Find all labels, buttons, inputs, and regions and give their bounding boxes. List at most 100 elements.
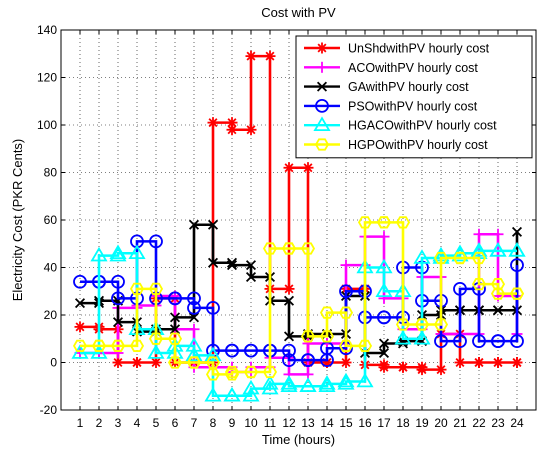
data-point [264,50,276,62]
data-point [223,386,241,402]
data-point [511,357,523,368]
data-point [185,346,203,362]
data-point [300,242,316,255]
data-point [471,278,487,291]
data-point [377,310,391,325]
y-tick-label: 60 [44,213,58,227]
data-point [337,375,355,390]
data-point [357,339,373,352]
data-point [73,274,87,289]
data-point [169,324,181,335]
data-point [109,244,127,260]
data-point [375,282,393,298]
x-tick-label: 12 [282,416,296,430]
legend-marker [316,61,328,73]
x-tick-label: 17 [377,416,391,430]
data-point [283,283,295,295]
x-axis-label: Time (hours) [262,432,335,447]
data-point [167,356,183,369]
y-tick-label: 140 [37,23,57,37]
data-point [300,330,316,343]
data-point [261,379,279,395]
data-point [511,226,523,237]
data-point [245,50,257,62]
data-point [453,334,467,349]
data-point [340,357,352,368]
data-point [453,281,467,296]
x-tick-label: 1 [77,416,84,430]
x-tick-label: 21 [453,416,467,430]
data-point [168,291,182,306]
data-point [128,244,146,260]
data-point [473,228,485,240]
legend-item: UnShdwithPV hourly cost [304,42,490,56]
data-point [204,346,222,362]
y-tick-label: 40 [44,261,58,275]
data-point [375,258,393,274]
data-point [302,162,314,174]
data-point [378,292,390,304]
legend-marker [316,42,328,54]
data-point [280,375,298,390]
chart-title: Cost with PV [261,5,336,20]
data-point [470,242,488,257]
legend-marker [314,138,330,151]
x-tick-label: 23 [491,416,505,430]
data-point [489,242,507,257]
data-point [318,377,336,393]
data-point [243,365,259,379]
data-point [205,368,221,381]
series-line [80,221,517,376]
data-point [245,260,257,271]
data-point [378,231,390,243]
axes-layer: 1 2 3 4 5 6 7 8 9 10 11 12 13 14 15 16 17 18 19 20 21 22 23 24-… [37,23,536,430]
data-point [225,343,239,358]
data-point [204,386,222,402]
data-point [356,372,374,388]
data-point [224,368,240,381]
legend-item: GAwithPV hourly cost [304,80,469,94]
data-point [509,287,525,300]
data-point [357,216,373,229]
data-point [433,318,449,331]
data-point [337,372,355,388]
x-tick-label: 19 [415,416,429,430]
data-point [111,274,125,289]
data-point [262,365,278,379]
data-point [283,295,295,306]
data-point [454,357,466,368]
data-point [282,343,296,358]
series-layer [71,50,526,402]
data-point [492,305,504,316]
data-point [207,117,219,129]
data-point [205,356,221,369]
data-point [111,291,125,306]
legend-item: HGPOwithPV hourly cost [304,138,488,152]
y-tick-label: 20 [44,308,58,322]
legend: UnShdwithPV hourly cost ACOwithPV hourly … [295,35,533,159]
data-point [226,257,238,268]
legend-marker [316,81,328,92]
data-point [281,242,297,255]
data-point [110,339,126,352]
data-point [413,249,431,264]
data-point [242,386,260,402]
data-point [262,242,278,255]
data-point [510,258,524,273]
data-point [188,323,200,335]
data-point [72,339,88,352]
data-point [338,339,354,352]
data-point [261,375,279,390]
x-tick-label: 3 [115,416,122,430]
data-point [299,377,317,393]
x-tick-label: 13 [301,416,315,430]
legend-label: GAwithPV hourly cost [348,80,469,94]
data-point [242,379,260,395]
data-point [395,318,411,331]
data-point [245,271,257,283]
x-tick-label: 4 [134,416,141,430]
x-tick-label: 20 [434,416,448,430]
y-tick-label: 100 [37,118,57,132]
data-point [376,216,392,229]
